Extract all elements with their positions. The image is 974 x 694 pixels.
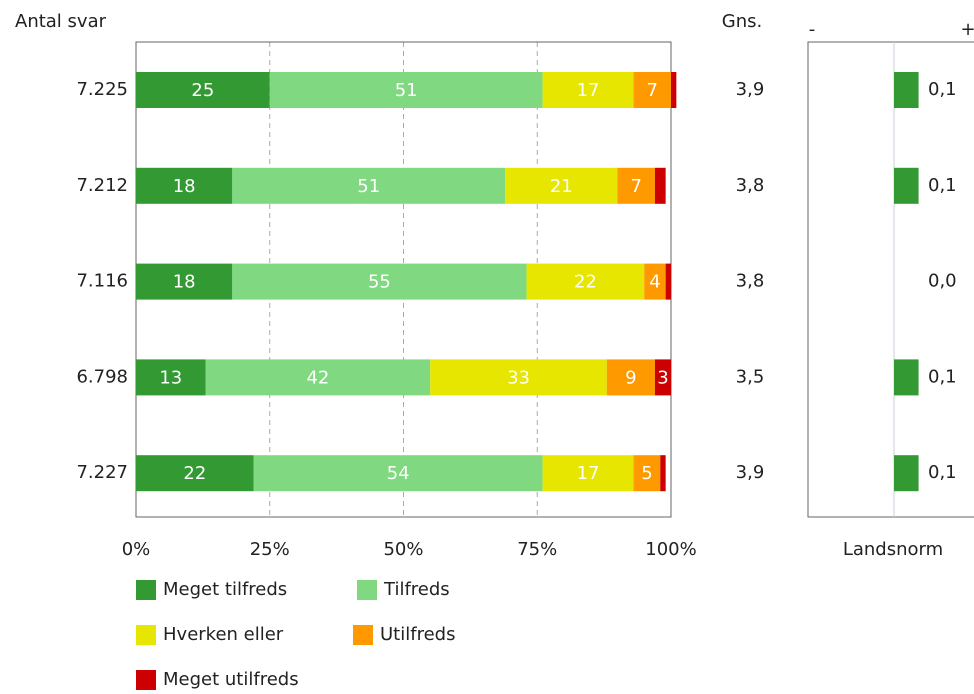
bar-segment: [430, 359, 607, 396]
data-label: 7: [647, 80, 658, 101]
bar-segment: [665, 263, 671, 300]
data-label: 33: [507, 367, 530, 388]
bar-segment: [232, 263, 527, 300]
gns-value: 3,8: [736, 271, 765, 292]
bar-segment: [542, 455, 634, 492]
bar-segment: [269, 72, 543, 108]
gns-title: Gns.: [722, 11, 762, 32]
bar-segment: [136, 263, 233, 300]
legend-swatch: [136, 625, 156, 645]
bar-segment: [136, 455, 254, 492]
data-label: 54: [387, 463, 410, 484]
bar-segment: [136, 72, 270, 108]
bar-segment: [671, 72, 677, 108]
bar-segment: [136, 359, 206, 396]
data-label: 17: [577, 80, 600, 101]
x-tick-label: 75%: [517, 539, 557, 560]
x-tick-label: 25%: [250, 539, 290, 560]
data-label: 51: [357, 176, 380, 197]
legend-label: Meget utilfreds: [163, 669, 299, 690]
minus-label: -: [809, 19, 816, 40]
data-label: 25: [191, 80, 214, 101]
legend-swatch: [353, 625, 373, 645]
deviation-bar: [894, 359, 919, 396]
deviation-label: 0,1: [928, 79, 957, 100]
y-tick-label: 6.798: [76, 366, 128, 387]
legend-swatch: [357, 580, 377, 600]
bar-segment: [644, 263, 666, 300]
gns-value: 3,9: [736, 79, 765, 100]
data-label: 18: [173, 176, 196, 197]
gns-value: 3,8: [736, 175, 765, 196]
data-label: 7: [630, 176, 641, 197]
deviation-bar: [894, 455, 919, 492]
y-tick-label: 7.212: [76, 175, 128, 196]
deviation-label: 0,1: [928, 366, 957, 387]
bar-segment: [526, 263, 645, 300]
bar-segment: [232, 167, 506, 204]
data-label: 18: [173, 272, 196, 293]
legend-label: Tilfreds: [383, 579, 450, 600]
bar-segment: [617, 167, 655, 204]
data-label: 51: [395, 80, 418, 101]
x-tick-label: 0%: [122, 539, 151, 560]
legend-swatch: [136, 670, 156, 690]
legend-swatch: [136, 580, 156, 600]
bar-segment: [542, 72, 634, 108]
bar-segment: [654, 359, 671, 396]
legend-label: Utilfreds: [380, 624, 455, 645]
data-label: 4: [649, 272, 660, 293]
x-tick-label: 100%: [645, 539, 696, 560]
gns-value: 3,9: [736, 462, 765, 483]
deviation-bar: [894, 167, 919, 204]
data-label: 42: [306, 367, 329, 388]
deviation-label: 0,0: [928, 271, 957, 292]
bar-segment: [660, 455, 666, 492]
plus-label: +: [960, 19, 974, 40]
bar-segment: [633, 455, 661, 492]
bar-segment: [205, 359, 431, 396]
bar-segment: [253, 455, 543, 492]
deviation-bar: [894, 72, 919, 108]
legend-label: Meget tilfreds: [163, 579, 287, 600]
x-tick-label: 50%: [383, 539, 423, 560]
data-label: 22: [574, 272, 597, 293]
bar-segment: [654, 167, 666, 204]
bar-segment: [505, 167, 618, 204]
axis-title: Antal svar: [15, 11, 107, 32]
data-label: 9: [625, 367, 636, 388]
y-tick-label: 7.227: [76, 462, 128, 483]
y-tick-label: 7.116: [76, 271, 128, 292]
deviation-label: 0,1: [928, 175, 957, 196]
landsnorm-title: Landsnorm: [843, 539, 943, 560]
data-label: 21: [550, 176, 573, 197]
data-label: 3: [657, 367, 668, 388]
legend-label: Hverken eller: [163, 624, 284, 645]
bar-segment: [606, 359, 655, 396]
data-label: 17: [577, 463, 600, 484]
landsnorm-frame: [807, 41, 974, 518]
data-label: 13: [159, 367, 182, 388]
data-label: 5: [641, 463, 652, 484]
deviation-label: 0,1: [928, 462, 957, 483]
bar-segment: [633, 72, 671, 108]
data-label: 22: [183, 463, 206, 484]
y-tick-label: 7.225: [76, 79, 128, 100]
bar-segment: [136, 167, 233, 204]
data-label: 55: [368, 272, 391, 293]
gns-value: 3,5: [736, 366, 765, 387]
